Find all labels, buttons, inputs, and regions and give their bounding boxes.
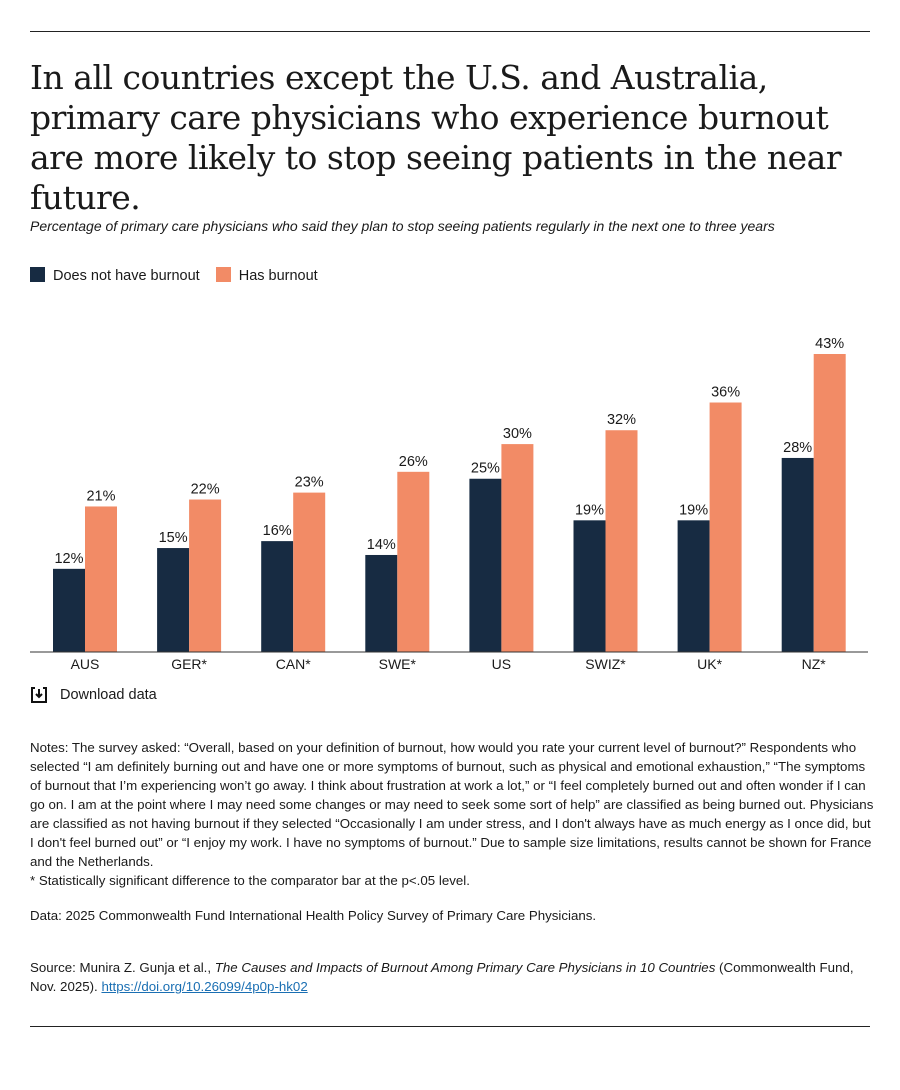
bar-UK-burnout xyxy=(709,402,742,652)
bar-US-burnout xyxy=(501,444,534,652)
x-tick-label: CAN* xyxy=(276,656,312,672)
x-tick-label: AUS xyxy=(71,656,100,672)
data-label: 26% xyxy=(399,454,428,470)
legend-swatch xyxy=(30,267,45,282)
source: Source: Munira Z. Gunja et al., The Caus… xyxy=(30,958,875,996)
legend-item-no-burnout: Does not have burnout xyxy=(30,267,200,284)
data-label: 28% xyxy=(783,440,812,456)
data-label: 25% xyxy=(471,461,500,477)
download-icon xyxy=(31,687,47,703)
data-label: 19% xyxy=(575,502,604,518)
top-rule xyxy=(30,31,870,32)
data-label: 30% xyxy=(503,426,532,442)
source-suffix: (Commonwealth Fund, Nov. 2025). xyxy=(30,960,854,994)
bar-NZ-no-burnout xyxy=(781,457,814,652)
download-data-button[interactable]: Download data xyxy=(30,686,157,704)
bar-SWE-no-burnout xyxy=(365,554,398,652)
data-label: 23% xyxy=(295,475,324,491)
x-tick-label: GER* xyxy=(171,656,207,672)
data-label: 19% xyxy=(679,502,708,518)
data-label: 36% xyxy=(711,385,740,401)
x-tick-label: UK* xyxy=(697,656,722,672)
bar-CAN-burnout xyxy=(293,492,326,652)
bottom-rule xyxy=(30,1026,870,1027)
x-tick-label: US xyxy=(492,656,511,672)
bar-AUS-burnout xyxy=(85,506,117,652)
data-label: 32% xyxy=(607,412,636,428)
x-tick-label: NZ* xyxy=(802,656,827,672)
data-label: 15% xyxy=(159,530,188,546)
x-tick-label: SWIZ* xyxy=(585,656,626,672)
significance-note: * Statistically significant difference t… xyxy=(30,873,470,888)
bar-AUS-no-burnout xyxy=(53,568,85,652)
chart-subtitle: Percentage of primary care physicians wh… xyxy=(30,218,775,234)
data-label: 21% xyxy=(86,488,115,504)
data-note: Data: 2025 Commonwealth Fund Internation… xyxy=(30,908,597,923)
download-label: Download data xyxy=(60,687,157,703)
bar-chart: 12% 21% AUS 15% 22% GER* 16% 23% CAN* 14% 26% SWE* 2… xyxy=(30,336,868,672)
data-label: 12% xyxy=(54,551,83,567)
bar-NZ-burnout xyxy=(813,354,846,652)
notes: Notes: The survey asked: “Overall, based… xyxy=(30,738,875,890)
data-label: 16% xyxy=(263,523,292,539)
data-label: 14% xyxy=(367,537,396,553)
notes-text: Notes: The survey asked: “Overall, based… xyxy=(30,740,874,869)
data-label: 22% xyxy=(191,482,220,498)
doi-link[interactable]: https://doi.org/10.26099/4p0p-hk02 xyxy=(101,979,308,994)
bar-SWE-burnout xyxy=(397,471,430,652)
legend: Does not have burnout Has burnout xyxy=(30,267,318,284)
data-label: 43% xyxy=(815,336,844,352)
source-prefix: Source: Munira Z. Gunja et al., xyxy=(30,960,215,975)
source-title: The Causes and Impacts of Burnout Among … xyxy=(214,960,716,975)
x-tick-label: SWE* xyxy=(379,656,417,672)
bar-SWIZ-no-burnout xyxy=(573,520,606,652)
legend-swatch xyxy=(215,267,231,282)
bar-GER-burnout xyxy=(189,499,222,652)
chart-title: In all countries except the U.S. and Aus… xyxy=(30,58,842,217)
bar-UK-no-burnout xyxy=(677,520,710,652)
bar-GER-no-burnout xyxy=(157,548,190,652)
bar-CAN-no-burnout xyxy=(261,541,294,652)
legend-item-burnout: Has burnout xyxy=(215,267,318,284)
bar-SWIZ-burnout xyxy=(605,430,638,652)
bar-US-no-burnout xyxy=(469,478,502,652)
